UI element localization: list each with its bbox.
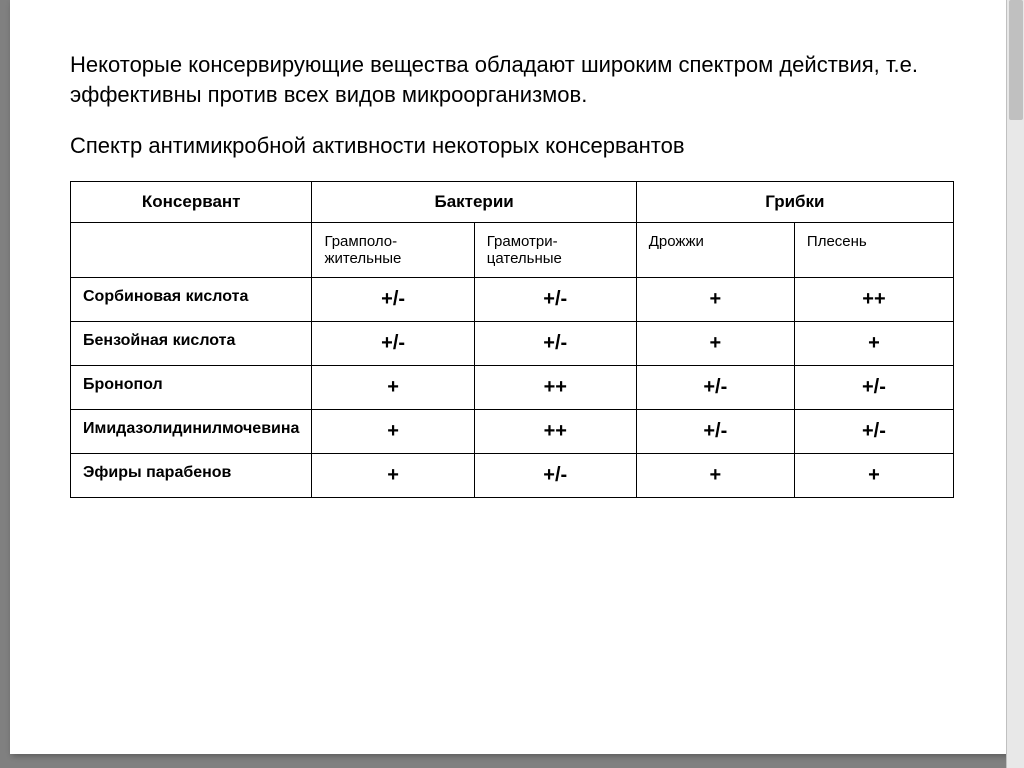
table-header-row-main: Консервант Бактерии Грибки (71, 182, 954, 223)
cell-value: + (636, 322, 794, 366)
cell-value: +/- (636, 410, 794, 454)
cell-value: +/- (312, 322, 474, 366)
subheader-gram-positive: Грамполо-жительные (312, 223, 474, 278)
subheader-mold: Плесень (794, 223, 953, 278)
cell-value: + (312, 454, 474, 498)
row-label: Бронопол (71, 366, 312, 410)
subtitle: Спектр антимикробной активности некоторы… (70, 131, 954, 161)
row-label: Имидазолидинилмочевина (71, 410, 312, 454)
header-bacteria: Бактерии (312, 182, 636, 223)
cell-value: ++ (474, 410, 636, 454)
row-label: Эфиры парабенов (71, 454, 312, 498)
table-row: Бензойная кислота +/- +/- + + (71, 322, 954, 366)
cell-value: + (794, 322, 953, 366)
cell-value: + (312, 366, 474, 410)
intro-paragraph: Некоторые консервирующие вещества облада… (70, 50, 954, 109)
cell-value: +/- (794, 366, 953, 410)
table-header-row-sub: Грамполо-жительные Грамотри-цательные Др… (71, 223, 954, 278)
cell-value: +/- (636, 366, 794, 410)
subheader-yeast: Дрожжи (636, 223, 794, 278)
subheader-empty (71, 223, 312, 278)
table-row: Имидазолидинилмочевина + ++ +/- +/- (71, 410, 954, 454)
cell-value: + (636, 278, 794, 322)
slide: Некоторые консервирующие вещества облада… (10, 0, 1014, 754)
row-label: Сорбиновая кислота (71, 278, 312, 322)
cell-value: +/- (794, 410, 953, 454)
header-fungi: Грибки (636, 182, 953, 223)
scrollbar-thumb[interactable] (1009, 0, 1023, 120)
cell-value: + (636, 454, 794, 498)
vertical-scrollbar[interactable] (1006, 0, 1024, 768)
table-row: Эфиры парабенов + +/- + + (71, 454, 954, 498)
cell-value: +/- (474, 278, 636, 322)
cell-value: + (794, 454, 953, 498)
cell-value: ++ (794, 278, 953, 322)
header-preservative: Консервант (71, 182, 312, 223)
cell-value: +/- (312, 278, 474, 322)
table-row: Бронопол + ++ +/- +/- (71, 366, 954, 410)
row-label: Бензойная кислота (71, 322, 312, 366)
subheader-gram-negative: Грамотри-цательные (474, 223, 636, 278)
table-row: Сорбиновая кислота +/- +/- + ++ (71, 278, 954, 322)
table-body: Сорбиновая кислота +/- +/- + ++ Бензойна… (71, 278, 954, 498)
cell-value: + (312, 410, 474, 454)
cell-value: +/- (474, 454, 636, 498)
cell-value: +/- (474, 322, 636, 366)
activity-table: Консервант Бактерии Грибки Грамполо-жите… (70, 181, 954, 498)
cell-value: ++ (474, 366, 636, 410)
